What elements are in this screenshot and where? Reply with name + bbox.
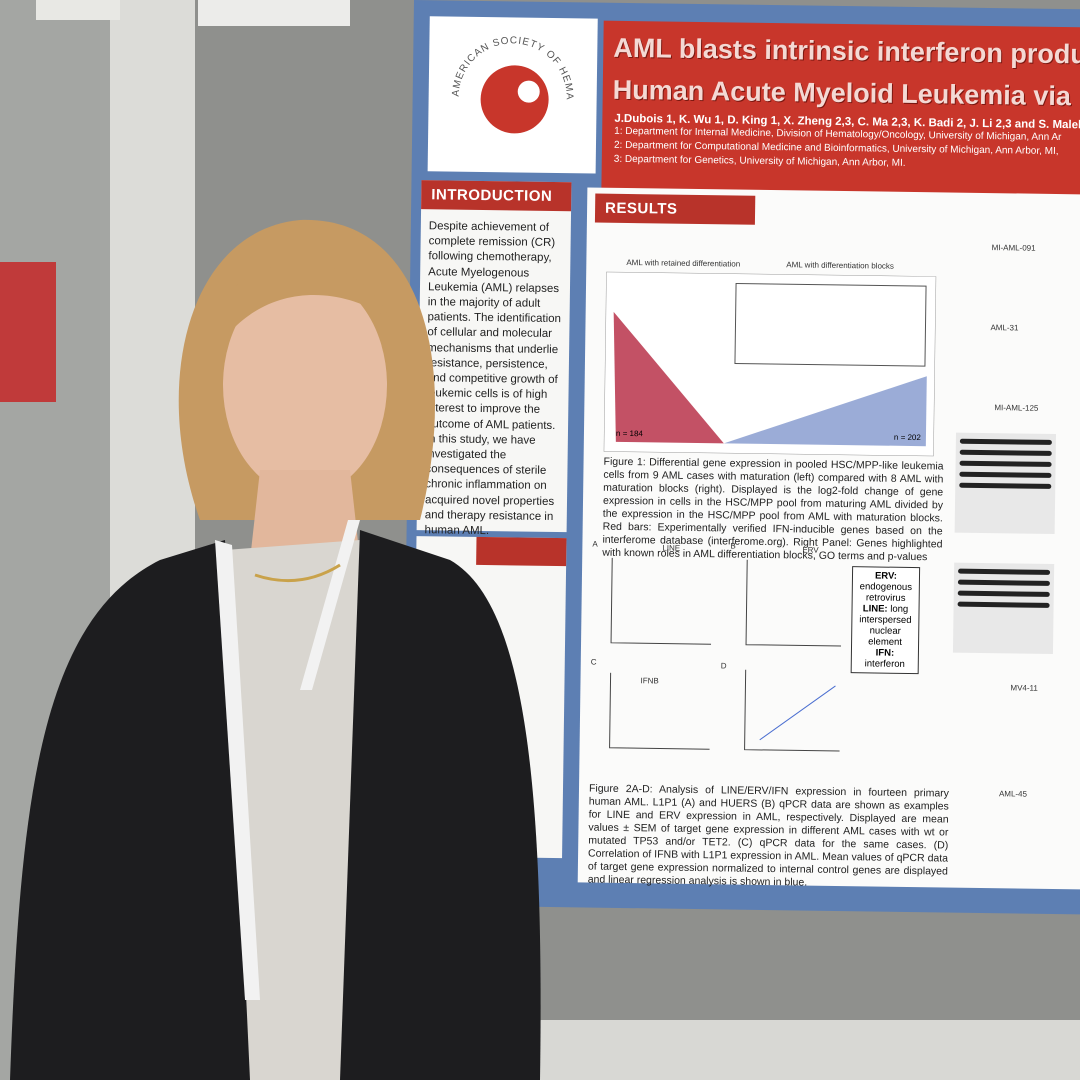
blazer-right bbox=[340, 530, 541, 1080]
board-edge bbox=[470, 1020, 1080, 1080]
side-flyer bbox=[0, 262, 56, 402]
figure-1-plot: n = 184 n = 202 bbox=[603, 271, 937, 457]
inset-table bbox=[734, 283, 927, 367]
lanyard bbox=[300, 520, 360, 690]
logo-panel: AMERICAN SOCIETY OF HEMATOLOGY bbox=[424, 8, 598, 174]
side-sign bbox=[36, 0, 120, 20]
axis bbox=[744, 669, 840, 752]
lanyard bbox=[215, 540, 260, 1000]
side-sign bbox=[198, 0, 350, 26]
figure-2-plots bbox=[609, 557, 842, 752]
neck bbox=[250, 470, 360, 560]
blouse bbox=[225, 540, 360, 1080]
face bbox=[223, 275, 387, 495]
axis bbox=[609, 672, 710, 750]
axis bbox=[610, 557, 712, 645]
count-label: n = 184 bbox=[616, 429, 644, 438]
results-panel: RESULTS AML with retained differentiatio… bbox=[577, 187, 1080, 890]
logo-dot bbox=[517, 80, 540, 103]
bar-block-blue bbox=[723, 376, 927, 447]
ash-logo: AMERICAN SOCIETY OF HEMATOLOGY bbox=[424, 8, 576, 134]
necklace bbox=[254, 563, 341, 583]
regression-line bbox=[759, 685, 836, 741]
fringe bbox=[232, 262, 390, 330]
poster: AMERICAN SOCIETY OF HEMATOLOGY AML blast… bbox=[401, 0, 1080, 915]
count-label: n = 202 bbox=[894, 433, 922, 442]
axis bbox=[745, 559, 842, 647]
blazer-left bbox=[10, 540, 250, 1080]
